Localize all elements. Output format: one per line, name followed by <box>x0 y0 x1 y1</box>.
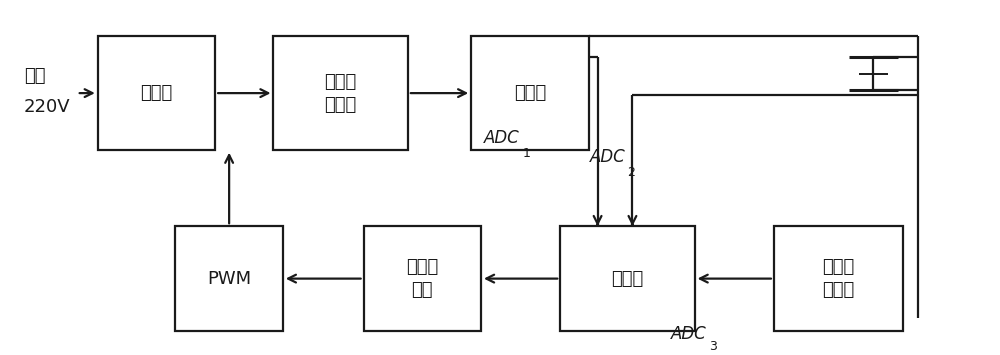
Text: ADC: ADC <box>590 148 625 166</box>
Text: ADC: ADC <box>671 324 707 343</box>
Text: 220V: 220V <box>24 98 71 116</box>
Text: 温度检
测电路: 温度检 测电路 <box>822 258 855 299</box>
Text: 3: 3 <box>709 340 717 353</box>
FancyBboxPatch shape <box>471 37 589 150</box>
FancyBboxPatch shape <box>774 226 903 331</box>
FancyBboxPatch shape <box>273 37 408 150</box>
Text: 1: 1 <box>523 147 531 160</box>
Text: ADC: ADC <box>484 129 520 147</box>
Text: 整流器: 整流器 <box>140 84 173 102</box>
Text: 变压器: 变压器 <box>514 84 546 102</box>
Text: 光电耦
合器: 光电耦 合器 <box>406 258 438 299</box>
FancyBboxPatch shape <box>98 37 215 150</box>
Text: 电源: 电源 <box>24 67 45 85</box>
Text: 2: 2 <box>627 166 635 179</box>
FancyBboxPatch shape <box>175 226 283 331</box>
Text: 单片机: 单片机 <box>611 269 644 288</box>
FancyBboxPatch shape <box>364 226 481 331</box>
FancyBboxPatch shape <box>560 226 695 331</box>
Text: 功率开
关电路: 功率开 关电路 <box>325 73 357 114</box>
Text: PWM: PWM <box>207 269 251 288</box>
